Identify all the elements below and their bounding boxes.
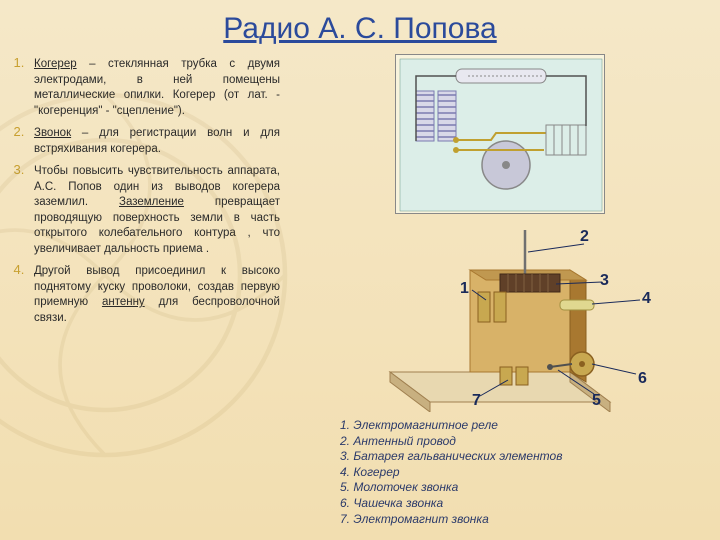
description-list: Когерер – стеклянная трубка с двумя элек…	[10, 54, 280, 326]
term: Заземление	[119, 196, 184, 208]
term: Когерер	[34, 58, 77, 70]
legend-item: 5. Молоточек звонка	[340, 480, 700, 496]
list-item: Когерер – стеклянная трубка с двумя элек…	[28, 54, 280, 119]
term: Звонок	[34, 127, 71, 139]
callout-5: 5	[592, 392, 601, 410]
legend-item: 1. Электромагнитное реле	[340, 418, 700, 434]
list-item: Чтобы повысить чувствительность аппарата…	[28, 161, 280, 257]
legend-item: 3. Батарея гальванических элементов	[340, 449, 700, 465]
legend-item: 7. Электромагнит звонка	[340, 512, 700, 528]
figure-legend: 1. Электромагнитное реле 2. Антенный про…	[300, 418, 700, 527]
legend-item: 6. Чашечка звонка	[340, 496, 700, 512]
text-column: Когерер – стеклянная трубка с двумя элек…	[10, 54, 290, 527]
legend-item: 4. Когерер	[340, 465, 700, 481]
content-row: Когерер – стеклянная трубка с двумя элек…	[0, 54, 720, 527]
figure-column: 1 2 3 4 5 6 7 1. Электромагнитное реле 2…	[290, 54, 710, 527]
schematic-diagram	[395, 54, 605, 214]
callout-1: 1	[460, 280, 469, 298]
callout-7: 7	[472, 392, 481, 410]
page-title: Радио А. С. Попова	[0, 0, 720, 54]
callout-3: 3	[600, 272, 609, 290]
list-item: Звонок – для регистрации волн и для встр…	[28, 123, 280, 157]
device-figure: 1 2 3 4 5 6 7 1. Электромагнитное реле 2…	[300, 222, 700, 527]
list-item: Другой вывод присоединил к высоко поднят…	[28, 261, 280, 326]
legend-item: 2. Антенный провод	[340, 434, 700, 450]
device-illustration: 1 2 3 4 5 6 7	[360, 222, 640, 412]
callout-4: 4	[642, 290, 651, 308]
callout-6: 6	[638, 370, 647, 388]
callout-2: 2	[580, 228, 589, 246]
term: антенну	[102, 296, 145, 308]
